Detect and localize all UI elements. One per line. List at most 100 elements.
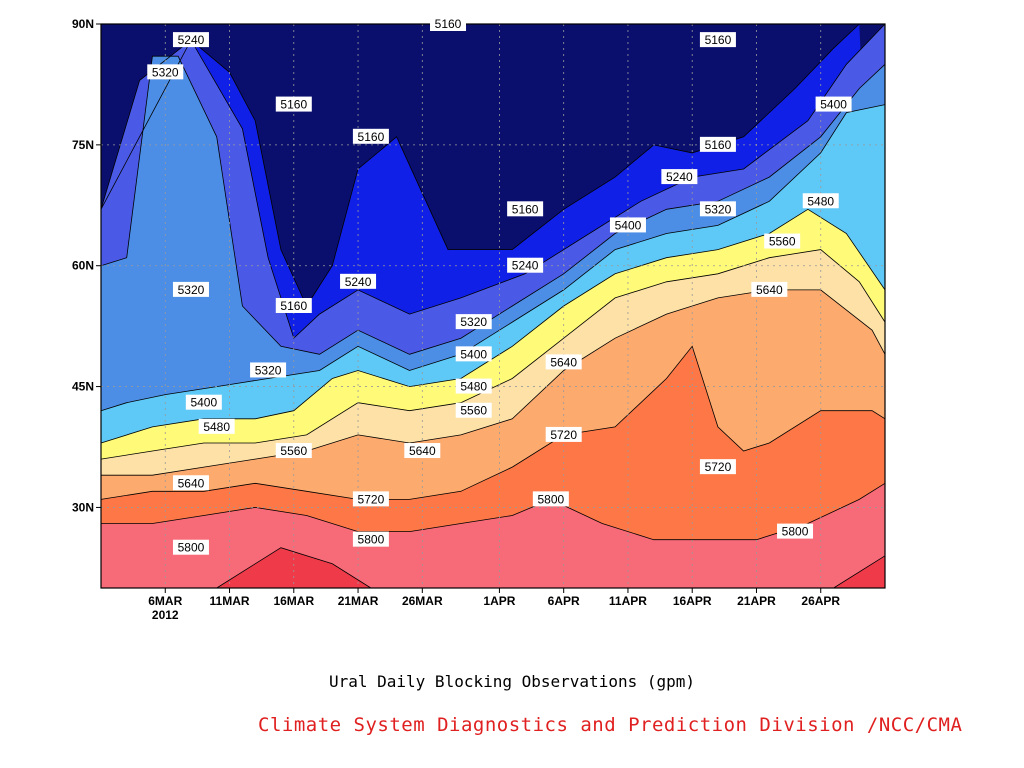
contour-label: 5320 [147,64,184,80]
x-axis-title: Ural Daily Blocking Observations (gpm) [328,672,696,691]
x-tick-label: 16APR [673,594,712,608]
contour-label: 5240 [340,273,377,289]
contour-label-text: 5320 [705,202,732,216]
x-year-label: 2012 [152,608,179,622]
contour-label-text: 5240 [345,275,372,289]
x-tick-label: 11MAR [210,594,250,608]
contour-label-text: 5640 [756,283,783,297]
y-tick-label: 45N [72,380,94,394]
contour-label: 5400 [609,217,646,233]
x-tick-label: 6MAR [148,594,182,608]
contour-line [100,23,860,307]
contour-label: 5320 [172,281,209,297]
contour-label-text: 5400 [615,218,642,232]
contour-label: 5400 [455,346,492,362]
contour-label-text: 5640 [178,476,205,490]
contour-labels: 5240 5320 5160 5160 5160 5160 5160 5160 5240 5320… [147,16,852,555]
contour-label-text: 5160 [512,202,539,216]
contour-label-text: 5800 [782,525,809,539]
x-tick-label: 11APR [609,594,647,608]
contour-label: 5640 [751,281,788,297]
grid-lines [101,24,885,588]
contour-label: 5800 [172,539,209,555]
contour-label-text: 5320 [178,283,205,297]
x-tick-label: 21MAR [338,594,379,608]
contour-label: 5160 [430,16,467,31]
contour-label: 5400 [185,394,222,410]
contour-label-text: 5400 [190,396,217,410]
x-tick-label: 21APR [737,594,776,608]
contour-line [101,482,886,541]
contour-label-text: 5720 [705,460,732,474]
contour-label: 5640 [404,443,441,459]
contour-label-text: 5560 [460,404,487,418]
contour-label: 5320 [250,362,287,378]
contour-label: 5480 [802,193,839,209]
contour-label: 5640 [545,354,582,370]
contour-label-text: 5800 [178,541,205,555]
contour-label: 5480 [455,378,492,394]
x-tick-label: 1APR [483,594,515,608]
contour-label-text: 5160 [705,138,732,152]
contour-label-text: 5800 [358,533,385,547]
contour-label: 5320 [455,314,492,330]
y-tick-label: 60N [72,259,94,273]
contour-label-text: 5160 [435,17,462,31]
contour-label-text: 5640 [409,444,436,458]
contour-label-text: 5480 [460,380,487,394]
contour-label: 5240 [507,257,544,273]
contour-label: 5400 [815,96,852,112]
contour-label-text: 5560 [769,235,796,249]
contour-label-text: 5480 [807,194,834,208]
y-tick-label: 75N [72,138,94,152]
contour-label: 5160 [699,32,736,48]
x-tick-label: 6APR [548,594,580,608]
y-tick-label: 30N [72,500,94,514]
contour-label: 5800 [352,531,389,547]
contour-line [100,104,886,412]
contour-label-text: 5640 [550,355,577,369]
contour-label: 5560 [764,233,801,249]
contour-line [100,249,886,460]
contour-label: 5640 [172,475,209,491]
contour-label: 5240 [661,169,698,185]
contour-line [100,208,886,444]
contour-label-text: 5400 [820,98,847,112]
contour-label-text: 5160 [280,299,307,313]
contour-label: 5560 [455,402,492,418]
credit-line: Climate System Diagnostics and Predictio… [258,714,963,736]
contour-label: 5480 [198,418,235,434]
contour-label: 5720 [699,459,736,475]
plot-frame [100,23,886,589]
contour-label-text: 5160 [280,98,307,112]
contour-label-text: 5320 [152,65,179,79]
contour-label: 5160 [699,136,736,152]
contour-line [100,23,886,339]
contour-line [100,55,886,355]
contour-label-text: 5480 [203,420,230,434]
contour-label-text: 5160 [705,33,732,47]
x-tick-label: 26MAR [402,594,443,608]
contour-label-text: 5400 [460,347,487,361]
contour-label: 5720 [352,491,389,507]
x-tick-label: 26APR [801,594,840,608]
contour-label-text: 5720 [550,428,577,442]
contour-label: 5720 [545,426,582,442]
contour-label-text: 5320 [460,315,487,329]
x-axis: 6MAR 11MAR 16MAR 21MAR 26MAR 1APR 6APR 11APR 16A… [148,588,840,622]
contour-label: 5160 [275,96,312,112]
contour-label: 5240 [172,32,209,48]
contour-label-text: 5240 [178,33,205,47]
contour-label-text: 5240 [666,170,693,184]
contour-label-text: 5320 [255,363,282,377]
contour-label: 5560 [275,443,312,459]
contour-label-text: 5560 [280,444,307,458]
contour-label: 5320 [699,201,736,217]
contour-label: 5800 [777,523,814,539]
y-axis: 30N 45N 60N 75N 90N [72,17,101,514]
contour-label: 5160 [275,298,312,313]
contour-label-text: 5720 [358,492,385,506]
contour-label: 5160 [352,128,389,144]
contour-label-text: 5800 [537,492,564,506]
